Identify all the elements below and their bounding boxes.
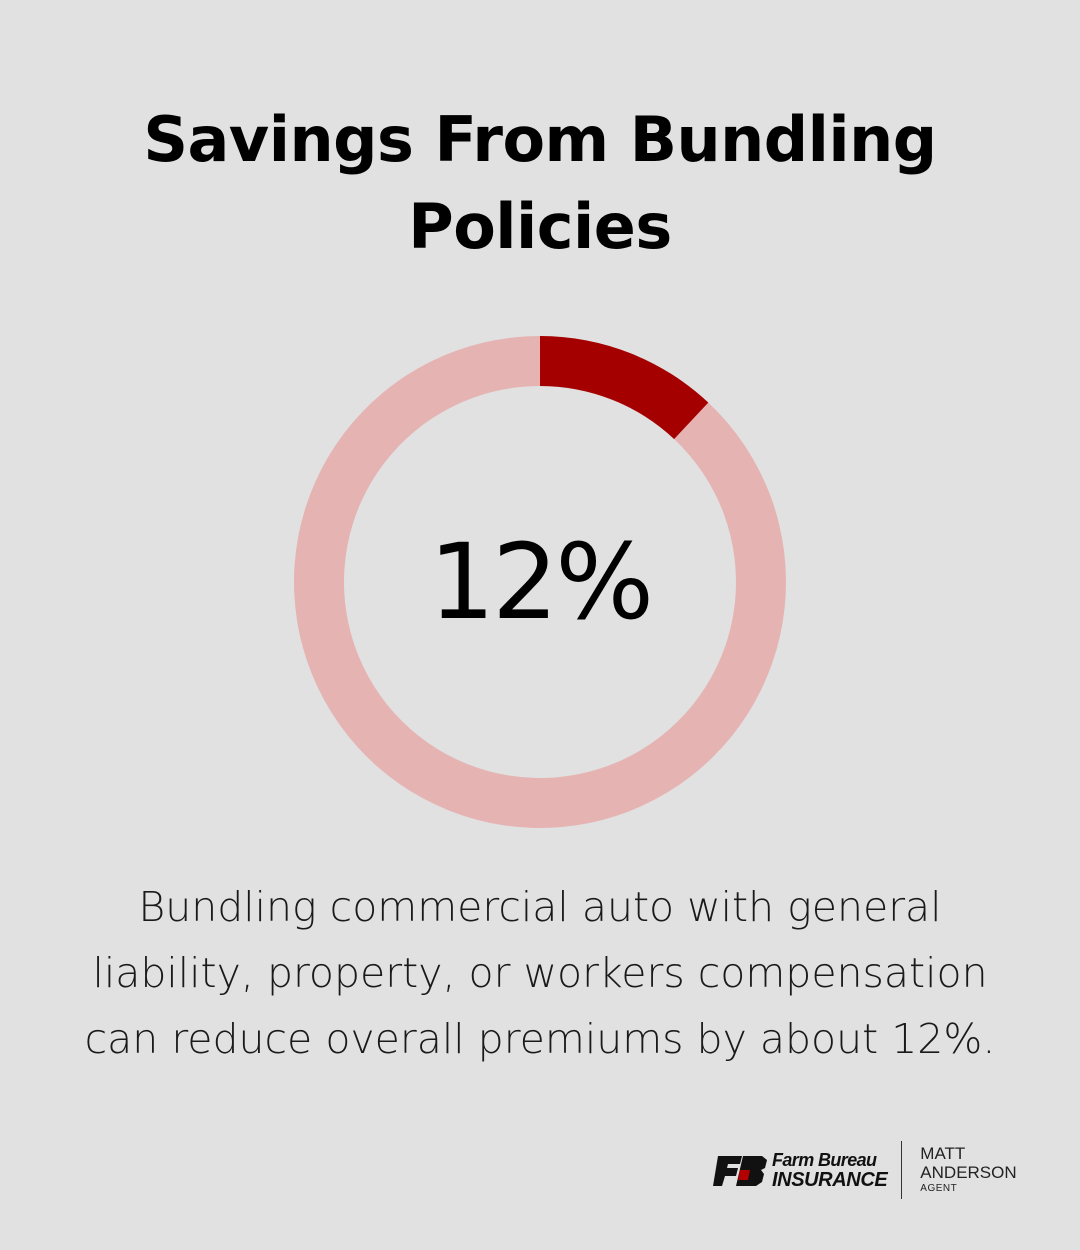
chart-title-line-2: Policies — [408, 190, 672, 263]
agent-role: AGENT — [920, 1183, 958, 1194]
brand-footer: Farm Bureau INSURANCE MATT ANDERSON AGEN… — [712, 1140, 1017, 1200]
brand-name: Farm Bureau INSURANCE — [772, 1150, 888, 1191]
brand-name-line-1: Farm Bureau — [772, 1150, 877, 1170]
brand-name-line-2: INSURANCE — [772, 1169, 888, 1191]
chart-title: Savings From Bundling Policies — [0, 96, 1080, 270]
description-line-2: liability, property, or workers compensa… — [92, 949, 988, 997]
brand-divider — [901, 1141, 903, 1199]
description-line-3: can reduce overall premiums by about 12%… — [84, 1015, 996, 1063]
agent-info: MATT ANDERSON AGENT — [920, 1144, 1016, 1196]
chart-title-line-1: Savings From Bundling — [143, 103, 937, 176]
donut-slice-highlight — [540, 336, 709, 440]
agent-first-name: MATT — [920, 1144, 966, 1163]
description-text: Bundling commercial auto with general li… — [40, 874, 1040, 1072]
donut-chart: 12% — [294, 336, 786, 828]
agent-last-name: ANDERSON — [920, 1163, 1017, 1182]
donut-chart-svg — [294, 336, 786, 828]
donut-center-value: 12% — [428, 521, 654, 643]
description-line-1: Bundling commercial auto with general — [138, 883, 942, 931]
farm-bureau-logo-icon — [712, 1150, 768, 1190]
